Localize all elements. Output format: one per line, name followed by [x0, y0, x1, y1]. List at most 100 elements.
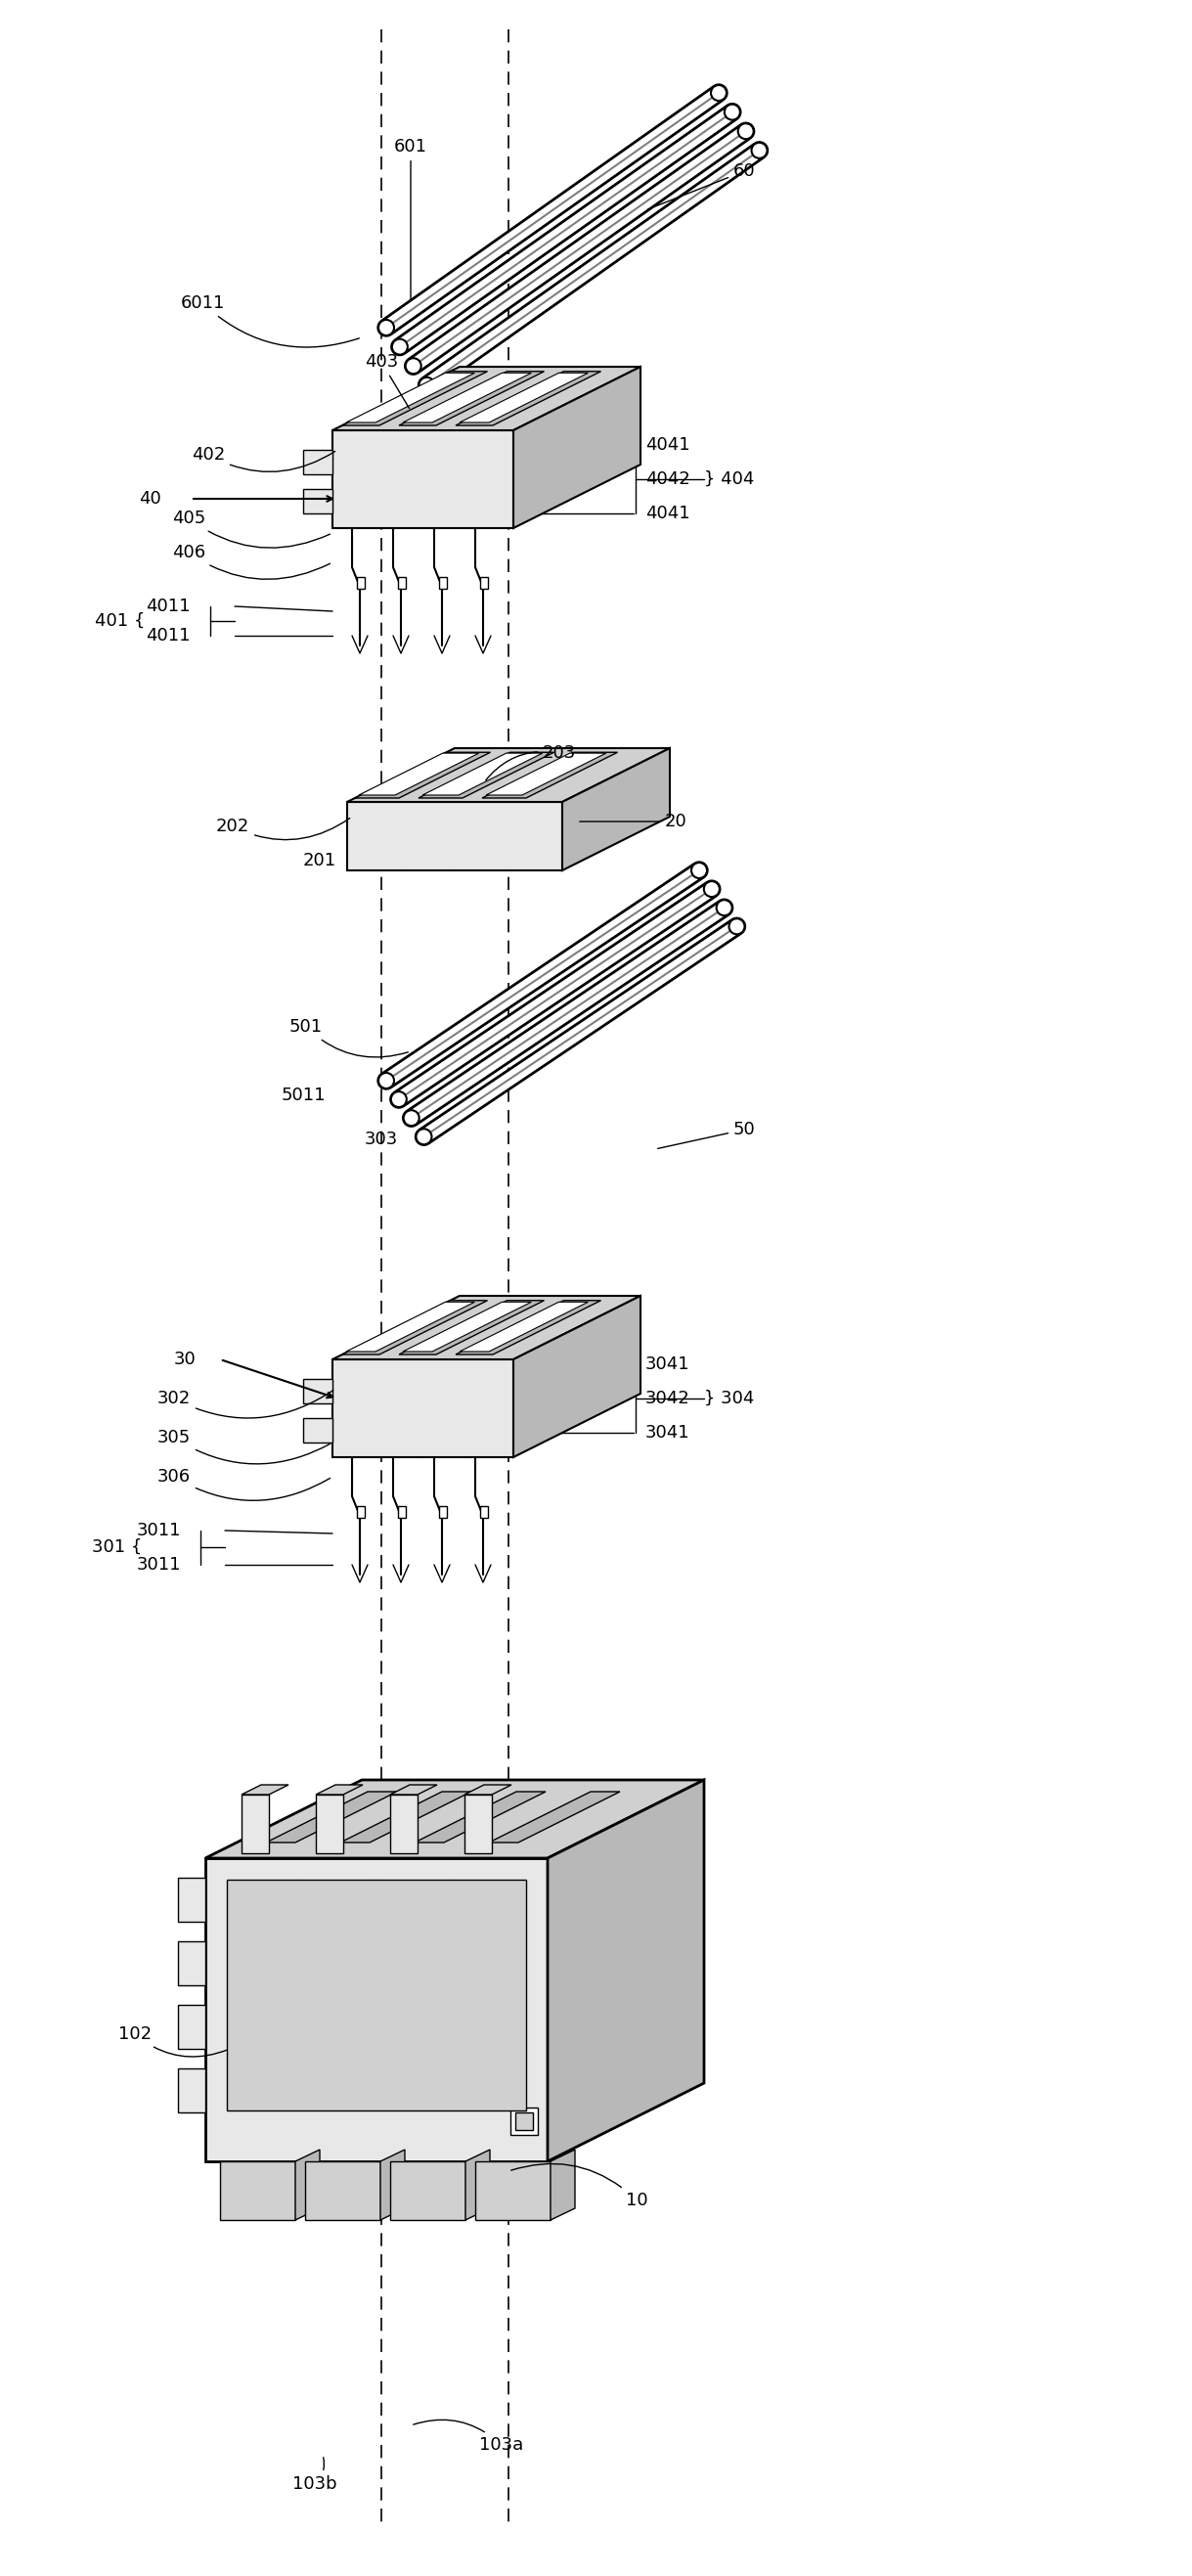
Polygon shape	[398, 577, 405, 590]
Circle shape	[730, 920, 745, 935]
Text: 201: 201	[303, 853, 336, 871]
Polygon shape	[342, 1301, 488, 1355]
Circle shape	[405, 358, 421, 374]
Circle shape	[751, 142, 768, 157]
Polygon shape	[398, 1507, 405, 1517]
Polygon shape	[547, 1780, 704, 2161]
Polygon shape	[563, 747, 670, 871]
Polygon shape	[340, 1793, 471, 1842]
Text: 6011: 6011	[180, 294, 359, 348]
Polygon shape	[403, 1301, 532, 1352]
Polygon shape	[380, 2148, 405, 2221]
Polygon shape	[303, 1417, 333, 1443]
Polygon shape	[455, 371, 601, 425]
Circle shape	[416, 1128, 432, 1144]
Circle shape	[725, 103, 740, 121]
Text: 202: 202	[216, 817, 349, 840]
Circle shape	[710, 85, 727, 100]
Polygon shape	[465, 1795, 492, 1852]
Circle shape	[738, 124, 753, 139]
Polygon shape	[515, 2112, 533, 2130]
Polygon shape	[465, 2148, 490, 2221]
Text: 401 {: 401 {	[94, 613, 144, 629]
Circle shape	[704, 881, 720, 896]
Polygon shape	[465, 1785, 511, 1795]
Polygon shape	[333, 430, 514, 528]
Polygon shape	[347, 747, 670, 801]
Polygon shape	[178, 2004, 205, 2048]
Polygon shape	[551, 2148, 575, 2221]
Polygon shape	[303, 489, 333, 513]
Polygon shape	[514, 366, 640, 528]
Polygon shape	[342, 371, 488, 425]
Polygon shape	[390, 2161, 465, 2221]
Text: 20: 20	[579, 811, 687, 829]
Polygon shape	[346, 1301, 474, 1352]
Text: 203: 203	[485, 744, 576, 781]
Text: 501: 501	[290, 1018, 408, 1056]
Polygon shape	[439, 1507, 447, 1517]
Text: 305: 305	[157, 1430, 330, 1463]
Polygon shape	[399, 371, 545, 425]
Text: 3041: 3041	[645, 1425, 690, 1443]
Text: 3011: 3011	[136, 1556, 181, 1574]
Circle shape	[392, 340, 408, 355]
Polygon shape	[333, 1296, 640, 1360]
Polygon shape	[455, 1301, 601, 1355]
Text: } 304: } 304	[704, 1388, 755, 1406]
Polygon shape	[514, 1296, 640, 1458]
Polygon shape	[226, 1880, 526, 2110]
Text: 4011: 4011	[147, 598, 191, 616]
Text: 103b: 103b	[293, 2458, 337, 2494]
Text: 60: 60	[648, 162, 756, 209]
Polygon shape	[460, 374, 588, 422]
Polygon shape	[510, 2107, 538, 2136]
Circle shape	[378, 319, 395, 335]
Circle shape	[420, 376, 435, 394]
Text: 4041: 4041	[645, 435, 690, 453]
Text: 4011: 4011	[147, 626, 191, 644]
Polygon shape	[482, 752, 617, 799]
Polygon shape	[316, 1795, 343, 1852]
Polygon shape	[356, 577, 365, 590]
Polygon shape	[316, 1785, 362, 1795]
Polygon shape	[242, 1795, 269, 1852]
Text: 10: 10	[511, 2164, 648, 2210]
Polygon shape	[305, 2161, 380, 2221]
Polygon shape	[390, 1785, 437, 1795]
Polygon shape	[359, 752, 479, 796]
Circle shape	[716, 899, 732, 914]
Circle shape	[691, 863, 707, 878]
Polygon shape	[296, 2148, 319, 2221]
Polygon shape	[333, 1360, 514, 1458]
Text: 303: 303	[365, 1131, 398, 1149]
Polygon shape	[205, 1857, 547, 2161]
Polygon shape	[489, 1793, 620, 1842]
Polygon shape	[303, 451, 333, 474]
Text: 30: 30	[173, 1350, 195, 1368]
Polygon shape	[205, 1780, 704, 1857]
Polygon shape	[178, 1942, 205, 1986]
Text: 5011: 5011	[281, 1087, 325, 1105]
Text: 103a: 103a	[414, 2419, 523, 2455]
Text: 3011: 3011	[136, 1522, 181, 1540]
Polygon shape	[390, 1795, 417, 1852]
Polygon shape	[403, 374, 532, 422]
Text: 405: 405	[172, 510, 330, 549]
Circle shape	[404, 1110, 420, 1126]
Text: 3042: 3042	[645, 1388, 690, 1406]
Polygon shape	[346, 374, 474, 422]
Polygon shape	[460, 1301, 588, 1352]
Text: 601: 601	[395, 139, 427, 301]
Polygon shape	[476, 2161, 551, 2221]
Polygon shape	[221, 2161, 296, 2221]
Polygon shape	[266, 1793, 397, 1842]
Polygon shape	[418, 752, 554, 799]
Text: 301 {: 301 {	[92, 1538, 142, 1556]
Text: 3041: 3041	[645, 1355, 690, 1373]
Text: 4041: 4041	[645, 505, 690, 523]
Polygon shape	[242, 1785, 288, 1795]
Polygon shape	[422, 752, 542, 796]
Text: 102: 102	[118, 2025, 228, 2056]
Text: 406: 406	[172, 544, 330, 580]
